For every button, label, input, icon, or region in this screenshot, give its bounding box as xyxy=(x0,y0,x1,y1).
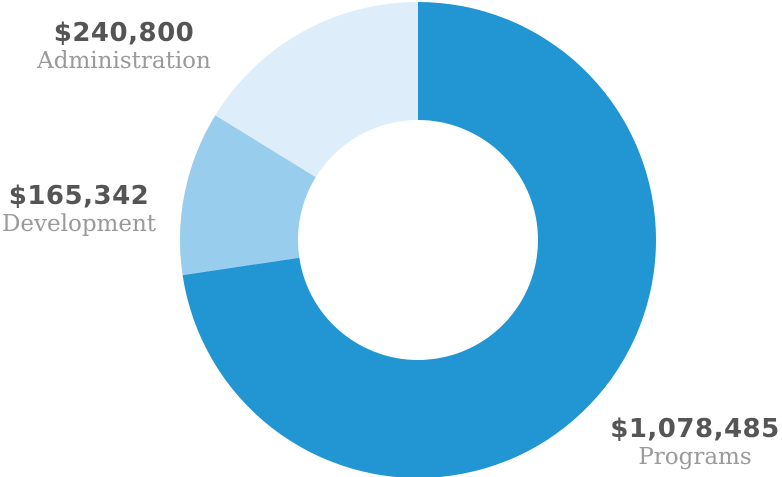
slice-administration xyxy=(215,2,418,178)
development-label: $165,342 Development xyxy=(0,183,158,236)
administration-label: $240,800 Administration xyxy=(34,20,214,73)
slice-development xyxy=(180,115,316,276)
programs-name: Programs xyxy=(638,444,752,470)
programs-value: $1,078,485 xyxy=(610,414,780,444)
administration-name: Administration xyxy=(37,48,211,74)
programs-label: $1,078,485 Programs xyxy=(608,416,782,469)
development-name: Development xyxy=(1,211,157,237)
development-value: $165,342 xyxy=(8,181,150,211)
slice-programs xyxy=(182,2,656,477)
administration-value: $240,800 xyxy=(53,18,195,48)
